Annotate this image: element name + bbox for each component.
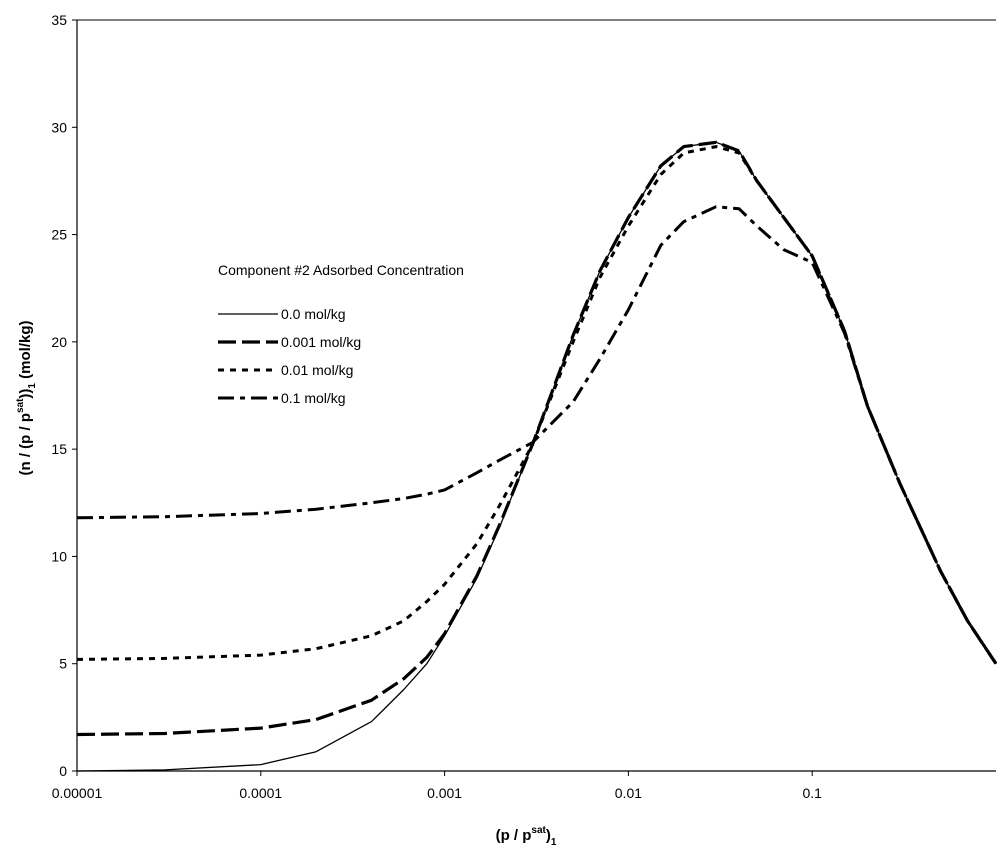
series-group (76, 140, 997, 772)
x-axis: 0.00001 0.0001 0.001 0.01 0.1 (52, 771, 822, 801)
x-tick-label: 0.1 (802, 785, 822, 801)
legend-label-3: 0.01 mol/kg (281, 362, 353, 378)
y-tick-label: 35 (51, 12, 67, 28)
legend-label-2: 0.001 mol/kg (281, 334, 361, 350)
x-axis-title: (p / psat)1 (496, 825, 557, 848)
y-tick-label: 10 (51, 548, 67, 564)
y-tick-label: 0 (59, 763, 67, 779)
plot-frame (76, 19, 996, 772)
series-line-4 (76, 205, 997, 665)
x-tick-label: 0.001 (427, 785, 462, 801)
legend: Component #2 Adsorbed Concentration 0.0 … (218, 262, 464, 406)
series-line-1 (76, 141, 997, 772)
series-line-3 (76, 145, 997, 665)
x-tick-label: 0.01 (615, 785, 642, 801)
y-axis: 0 5 10 15 20 25 30 35 (51, 12, 77, 779)
y-axis-title: (n / (p / psat))1 (mol/kg) (15, 320, 38, 475)
legend-label-1: 0.0 mol/kg (281, 306, 346, 322)
y-tick-label: 15 (51, 441, 67, 457)
y-tick-label: 30 (51, 119, 67, 135)
x-tick-label: 0.0001 (239, 785, 282, 801)
y-tick-label: 20 (51, 334, 67, 350)
y-tick-label: 25 (51, 227, 67, 243)
x-tick-label: 0.00001 (52, 785, 103, 801)
y-tick-label: 5 (59, 656, 67, 672)
legend-title: Component #2 Adsorbed Concentration (218, 262, 464, 278)
legend-label-4: 0.1 mol/kg (281, 390, 346, 406)
